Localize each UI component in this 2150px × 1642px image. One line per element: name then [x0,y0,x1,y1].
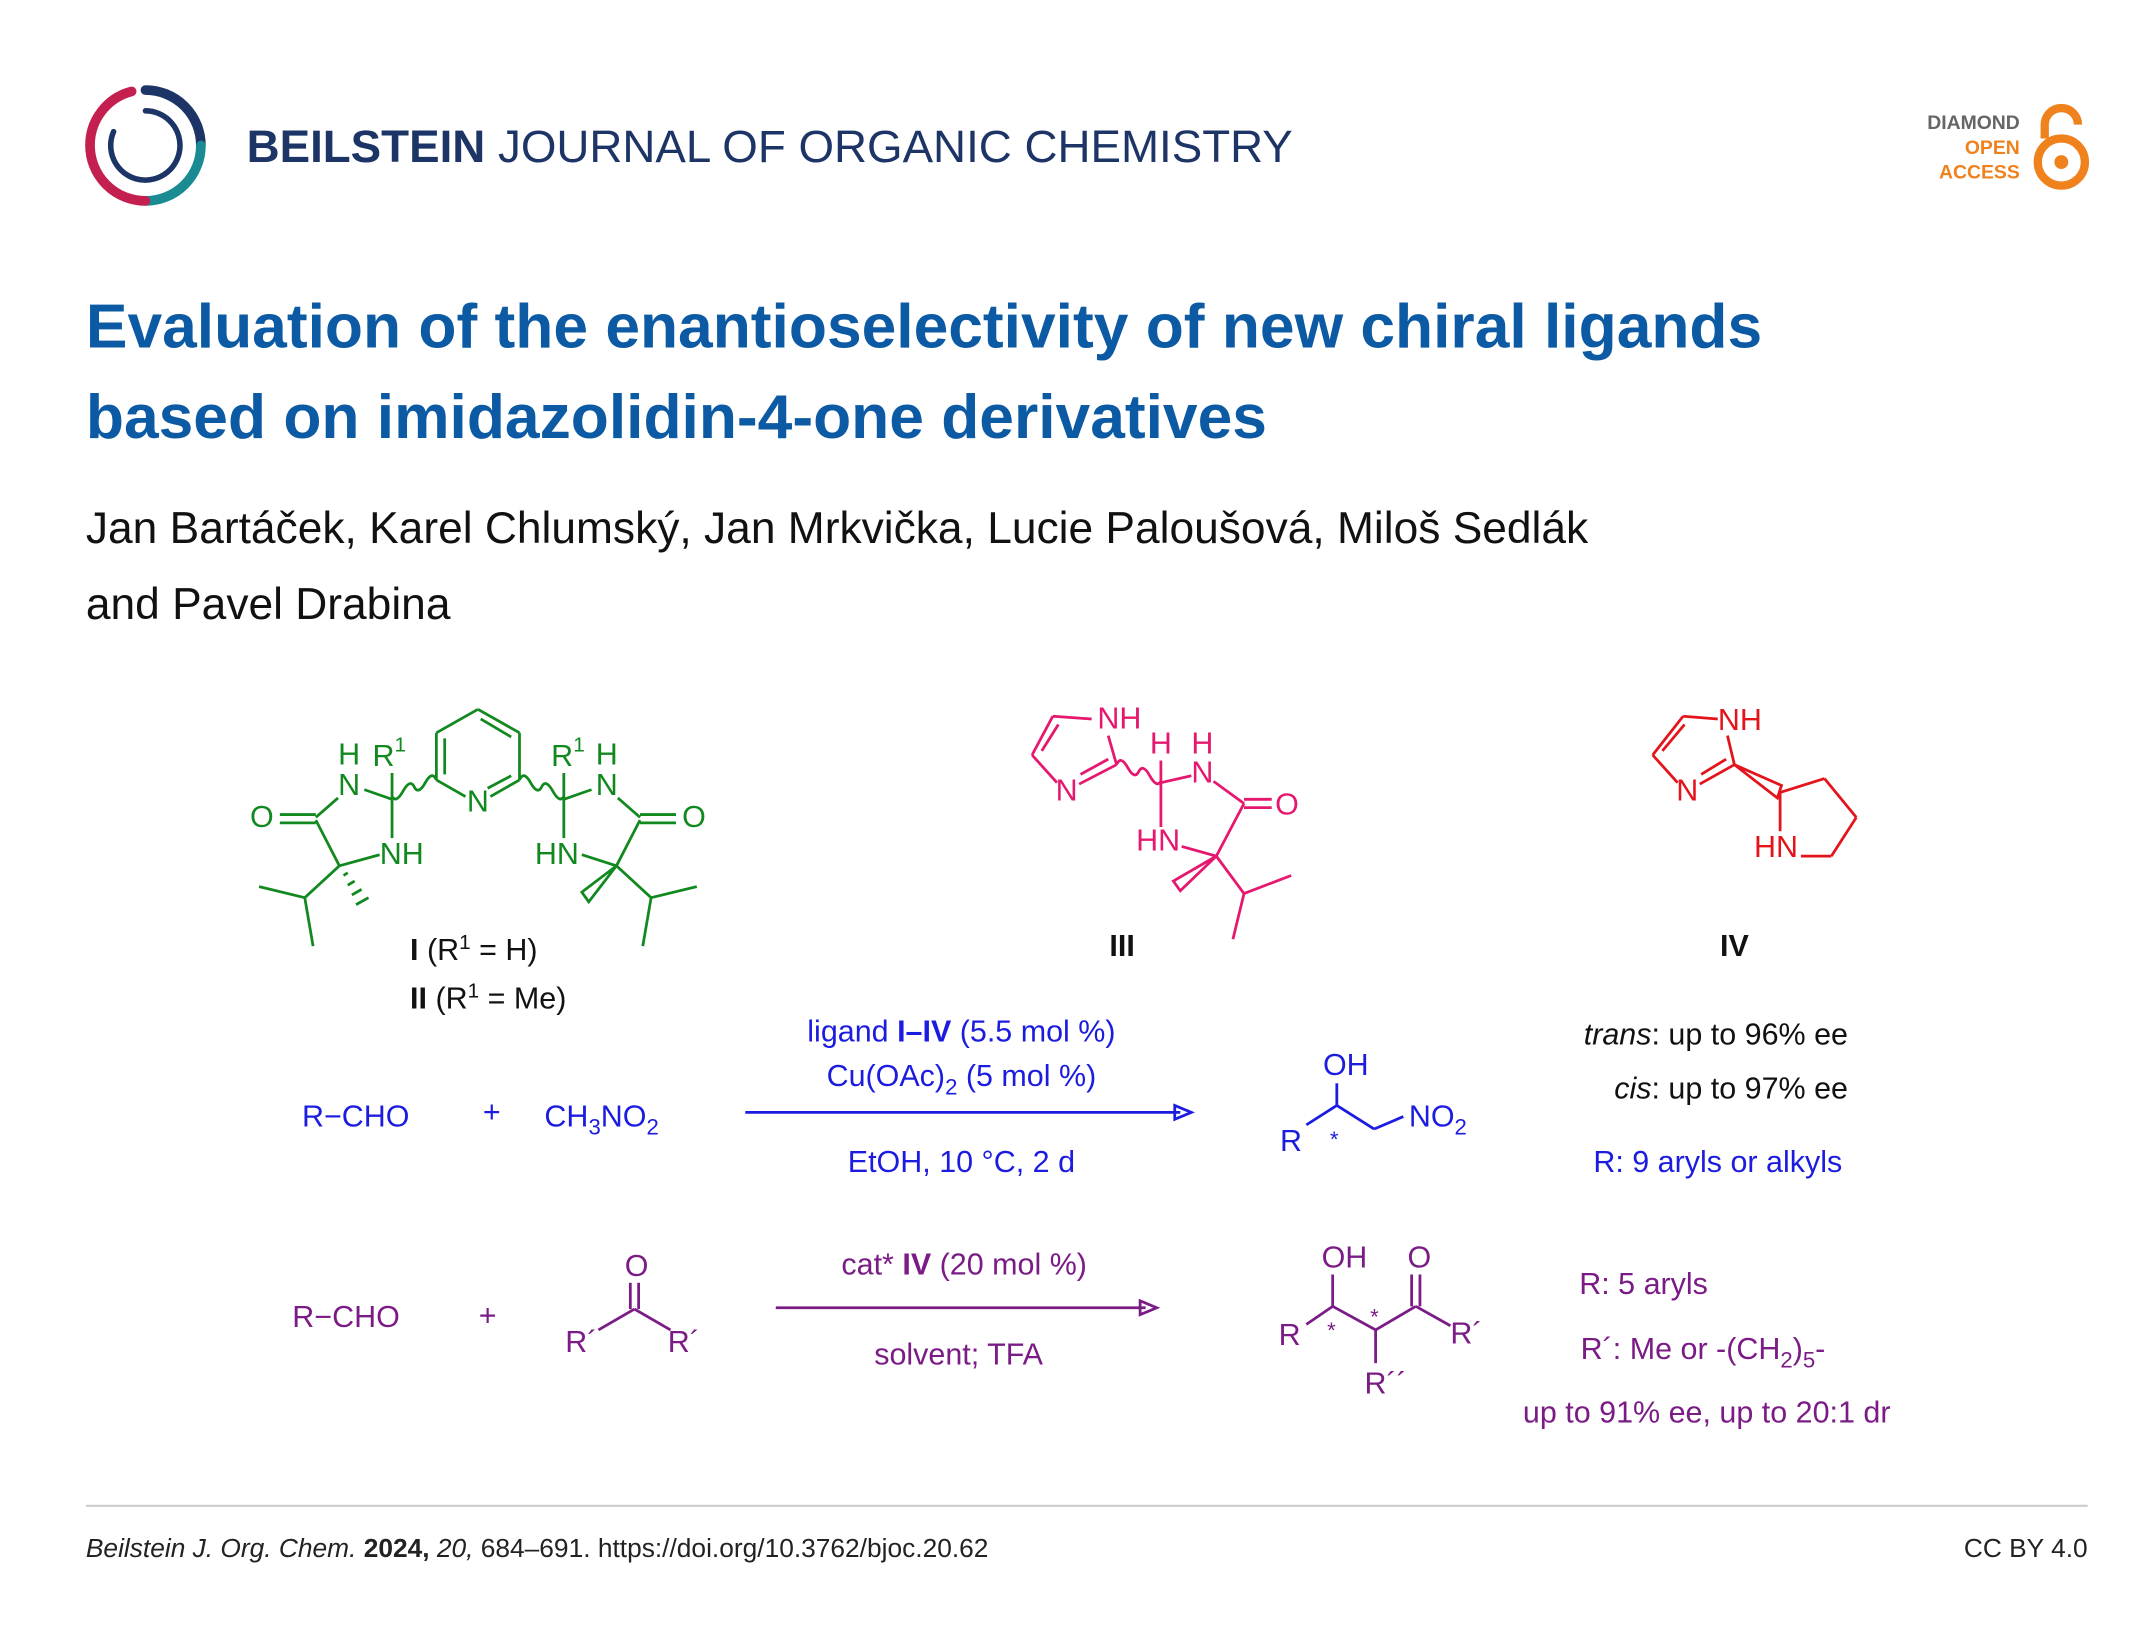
reactant: CH3NO2 [544,1099,658,1139]
ligand-captions: I (R1 = H) II (R1 = Me) III IV [410,929,1749,1016]
atom-label: R1 [372,734,406,773]
atom-label: O [682,800,706,834]
atom-label: OH [1323,1048,1369,1082]
plus: + [483,1095,501,1129]
result: R´: Me or -(CH2)5- [1581,1332,1826,1372]
atom-label: N [338,768,360,802]
open-access-badge: DIAMOND OPEN ACCESS [1927,103,2090,190]
result: cis: up to 97% ee [1614,1072,1848,1106]
ligand-caption: II (R1 = Me) [410,979,566,1015]
plus: + [479,1299,497,1333]
license: CC BY 4.0 [1964,1533,2088,1563]
authors-line: Jan Bartáček, Karel Chlumský, Jan Mrkvič… [86,504,1589,553]
atom-label: R´ [1450,1317,1482,1351]
atom-label: N [596,768,618,802]
condition: cat* IV (20 mol %) [841,1247,1087,1281]
condition: ligand I–IV (5.5 mol %) [807,1015,1115,1049]
atom-label: HN [535,837,579,871]
reaction-1: R−CHO + CH3NO2 ligand I–IV (5.5 mol %) C… [302,1015,1848,1179]
atom-label: NH [380,837,424,871]
atom-label: R [1279,1318,1301,1352]
authors-line: and Pavel Drabina [86,580,451,629]
atom-label: N [1056,773,1078,807]
atom-label: NH [1097,701,1141,735]
atom-label: NO2 [1409,1099,1467,1139]
atom-label: R [1280,1124,1302,1158]
atom-label: H [1191,726,1213,760]
atom-label: R1 [551,734,585,773]
atom-label: H [1150,726,1172,760]
atom-label: OH [1322,1241,1368,1275]
reaction-2: R−CHO + O R´ R´ cat* IV (20 mol %) solve… [292,1241,1890,1430]
journal-logo [85,85,206,206]
atom-label: R´ [668,1325,700,1359]
stereo-mark: * [1327,1318,1336,1343]
ligand-3: NH N H H N HN O [1030,701,1299,940]
atom-label: R´ [565,1325,597,1359]
badge-text: OPEN [1965,137,2020,159]
reactant: R−CHO [302,1099,410,1133]
atom-label: O [250,800,274,834]
condition: EtOH, 10 °C, 2 d [848,1145,1075,1179]
atom-label: O [1407,1241,1431,1275]
atom-label: R´´ [1365,1367,1407,1401]
result: R: 9 aryls or alkyls [1593,1145,1842,1179]
atom-label: H [596,737,618,771]
result: up to 91% ee, up to 20:1 dr [1523,1396,1891,1430]
ligand-caption: III [1109,929,1134,963]
atom-label: N [1676,773,1698,807]
condition: Cu(OAc)2 (5 mol %) [827,1059,1097,1099]
atom-label: O [625,1249,649,1283]
journal-name: BEILSTEIN JOURNAL OF ORGANIC CHEMISTRY [247,121,1293,172]
result: R: 5 aryls [1579,1267,1708,1301]
atom-label: H [338,737,360,771]
title-line: Evaluation of the enantioselectivity of … [86,293,1762,362]
badge-text: DIAMOND [1927,112,2020,134]
condition: solvent; TFA [874,1338,1043,1372]
ligand-caption: I (R1 = H) [410,931,538,967]
ligand-4: NH N HN [1651,703,1858,864]
title-line: based on imidazolidin-4-one derivatives [86,383,1267,452]
atom-label: NH [1718,703,1762,737]
stereo-mark: * [1370,1304,1379,1329]
result: trans: up to 96% ee [1584,1018,1848,1052]
atom-label: N [467,785,489,819]
reactant: R−CHO [292,1300,400,1334]
atom-label: O [1275,787,1299,821]
stereo-mark: * [1330,1127,1339,1152]
atom-label: HN [1136,823,1180,857]
ligand-caption: IV [1720,929,1749,963]
citation: Beilstein J. Org. Chem. 2024, 20, 684–69… [86,1533,989,1563]
atom-label: N [1191,755,1213,789]
badge-text: ACCESS [1939,162,2020,184]
ligand-1-2: H R1 N NH O N R1 H N HN O [250,708,706,947]
atom-label: HN [1754,830,1798,864]
